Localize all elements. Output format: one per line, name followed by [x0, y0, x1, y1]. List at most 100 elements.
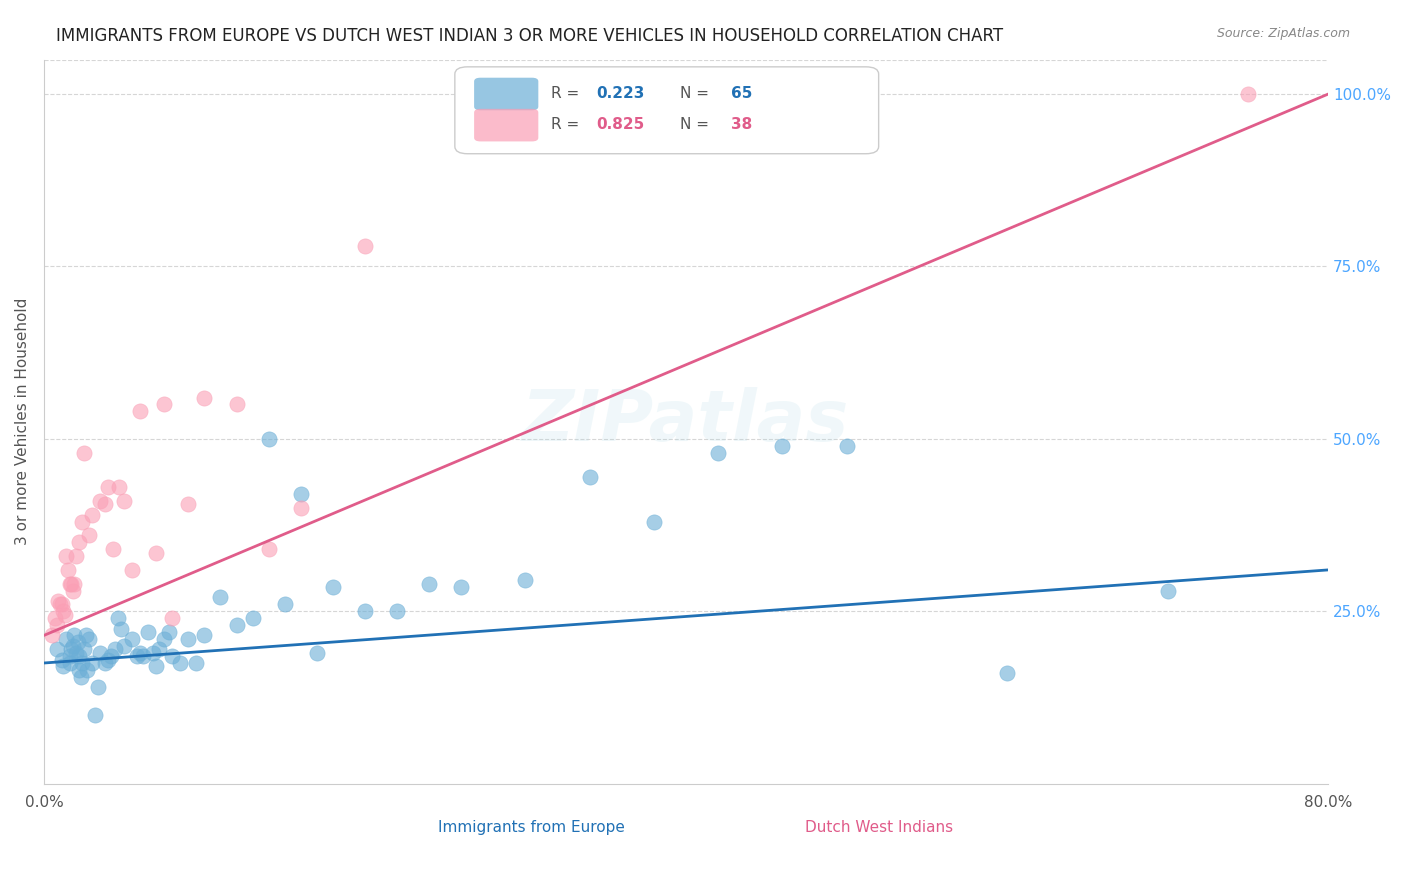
- Point: [193, 628, 215, 642]
- Point: [578, 470, 600, 484]
- Point: [84, 707, 107, 722]
- Point: [51, 652, 73, 666]
- Point: [354, 239, 377, 253]
- Point: [209, 591, 232, 605]
- Point: [62, 583, 84, 598]
- Point: [835, 439, 858, 453]
- Point: [177, 632, 200, 646]
- Point: [62, 639, 84, 653]
- Point: [273, 598, 295, 612]
- Point: [290, 500, 312, 515]
- Point: [707, 445, 730, 459]
- Point: [45, 618, 67, 632]
- Point: [129, 646, 152, 660]
- Point: [995, 666, 1018, 681]
- Point: [41, 628, 63, 642]
- Point: [142, 646, 165, 660]
- Point: [76, 663, 98, 677]
- Point: [72, 656, 94, 670]
- Point: [97, 652, 120, 666]
- Point: [157, 624, 180, 639]
- Text: ZIPatlas: ZIPatlas: [522, 387, 849, 456]
- Point: [1237, 87, 1260, 101]
- Point: [385, 604, 408, 618]
- Text: Source: ZipAtlas.com: Source: ZipAtlas.com: [1216, 27, 1350, 40]
- Point: [103, 642, 125, 657]
- Point: [69, 670, 91, 684]
- Point: [153, 397, 176, 411]
- Point: [49, 598, 72, 612]
- Point: [97, 480, 120, 494]
- Point: [186, 656, 208, 670]
- Point: [162, 611, 184, 625]
- Point: [53, 607, 76, 622]
- Point: [65, 549, 87, 563]
- Text: 65: 65: [731, 87, 752, 101]
- Point: [58, 656, 80, 670]
- Point: [290, 487, 312, 501]
- Point: [354, 604, 377, 618]
- Point: [177, 497, 200, 511]
- Point: [67, 649, 90, 664]
- Point: [67, 663, 90, 677]
- Point: [60, 576, 83, 591]
- Point: [80, 656, 103, 670]
- Point: [100, 649, 122, 664]
- Point: [73, 445, 96, 459]
- Point: [89, 646, 111, 660]
- Point: [89, 494, 111, 508]
- Point: [56, 563, 79, 577]
- Point: [101, 542, 124, 557]
- Point: [46, 594, 69, 608]
- Text: Dutch West Indians: Dutch West Indians: [804, 820, 953, 835]
- Point: [305, 646, 328, 660]
- Point: [129, 404, 152, 418]
- Point: [52, 659, 75, 673]
- Text: 38: 38: [731, 117, 752, 132]
- Point: [72, 515, 94, 529]
- Point: [322, 580, 344, 594]
- Point: [257, 432, 280, 446]
- Text: R =: R =: [551, 87, 585, 101]
- Text: N =: N =: [679, 117, 713, 132]
- Point: [121, 632, 143, 646]
- Point: [63, 628, 86, 642]
- Point: [67, 535, 90, 549]
- Point: [242, 611, 264, 625]
- Point: [1156, 583, 1178, 598]
- Point: [75, 628, 97, 642]
- Point: [257, 542, 280, 557]
- Point: [65, 646, 87, 660]
- Point: [162, 649, 184, 664]
- Point: [94, 656, 117, 670]
- Point: [515, 574, 537, 588]
- Point: [66, 635, 89, 649]
- Point: [80, 508, 103, 522]
- Point: [132, 649, 155, 664]
- Point: [148, 642, 170, 657]
- Point: [45, 642, 67, 657]
- Point: [153, 632, 176, 646]
- Point: [643, 515, 665, 529]
- Point: [193, 391, 215, 405]
- FancyBboxPatch shape: [740, 814, 793, 840]
- Point: [77, 632, 100, 646]
- Point: [110, 622, 132, 636]
- Point: [112, 494, 135, 508]
- Point: [418, 576, 440, 591]
- Point: [58, 649, 80, 664]
- Point: [55, 632, 77, 646]
- Point: [55, 549, 77, 563]
- Point: [225, 618, 247, 632]
- Point: [225, 397, 247, 411]
- FancyBboxPatch shape: [456, 67, 879, 153]
- Text: R =: R =: [551, 117, 585, 132]
- Point: [450, 580, 472, 594]
- Y-axis label: 3 or more Vehicles in Household: 3 or more Vehicles in Household: [15, 298, 30, 545]
- Point: [63, 576, 86, 591]
- Point: [169, 656, 191, 670]
- Point: [51, 598, 73, 612]
- Point: [73, 642, 96, 657]
- Point: [94, 497, 117, 511]
- Text: 0.825: 0.825: [596, 117, 644, 132]
